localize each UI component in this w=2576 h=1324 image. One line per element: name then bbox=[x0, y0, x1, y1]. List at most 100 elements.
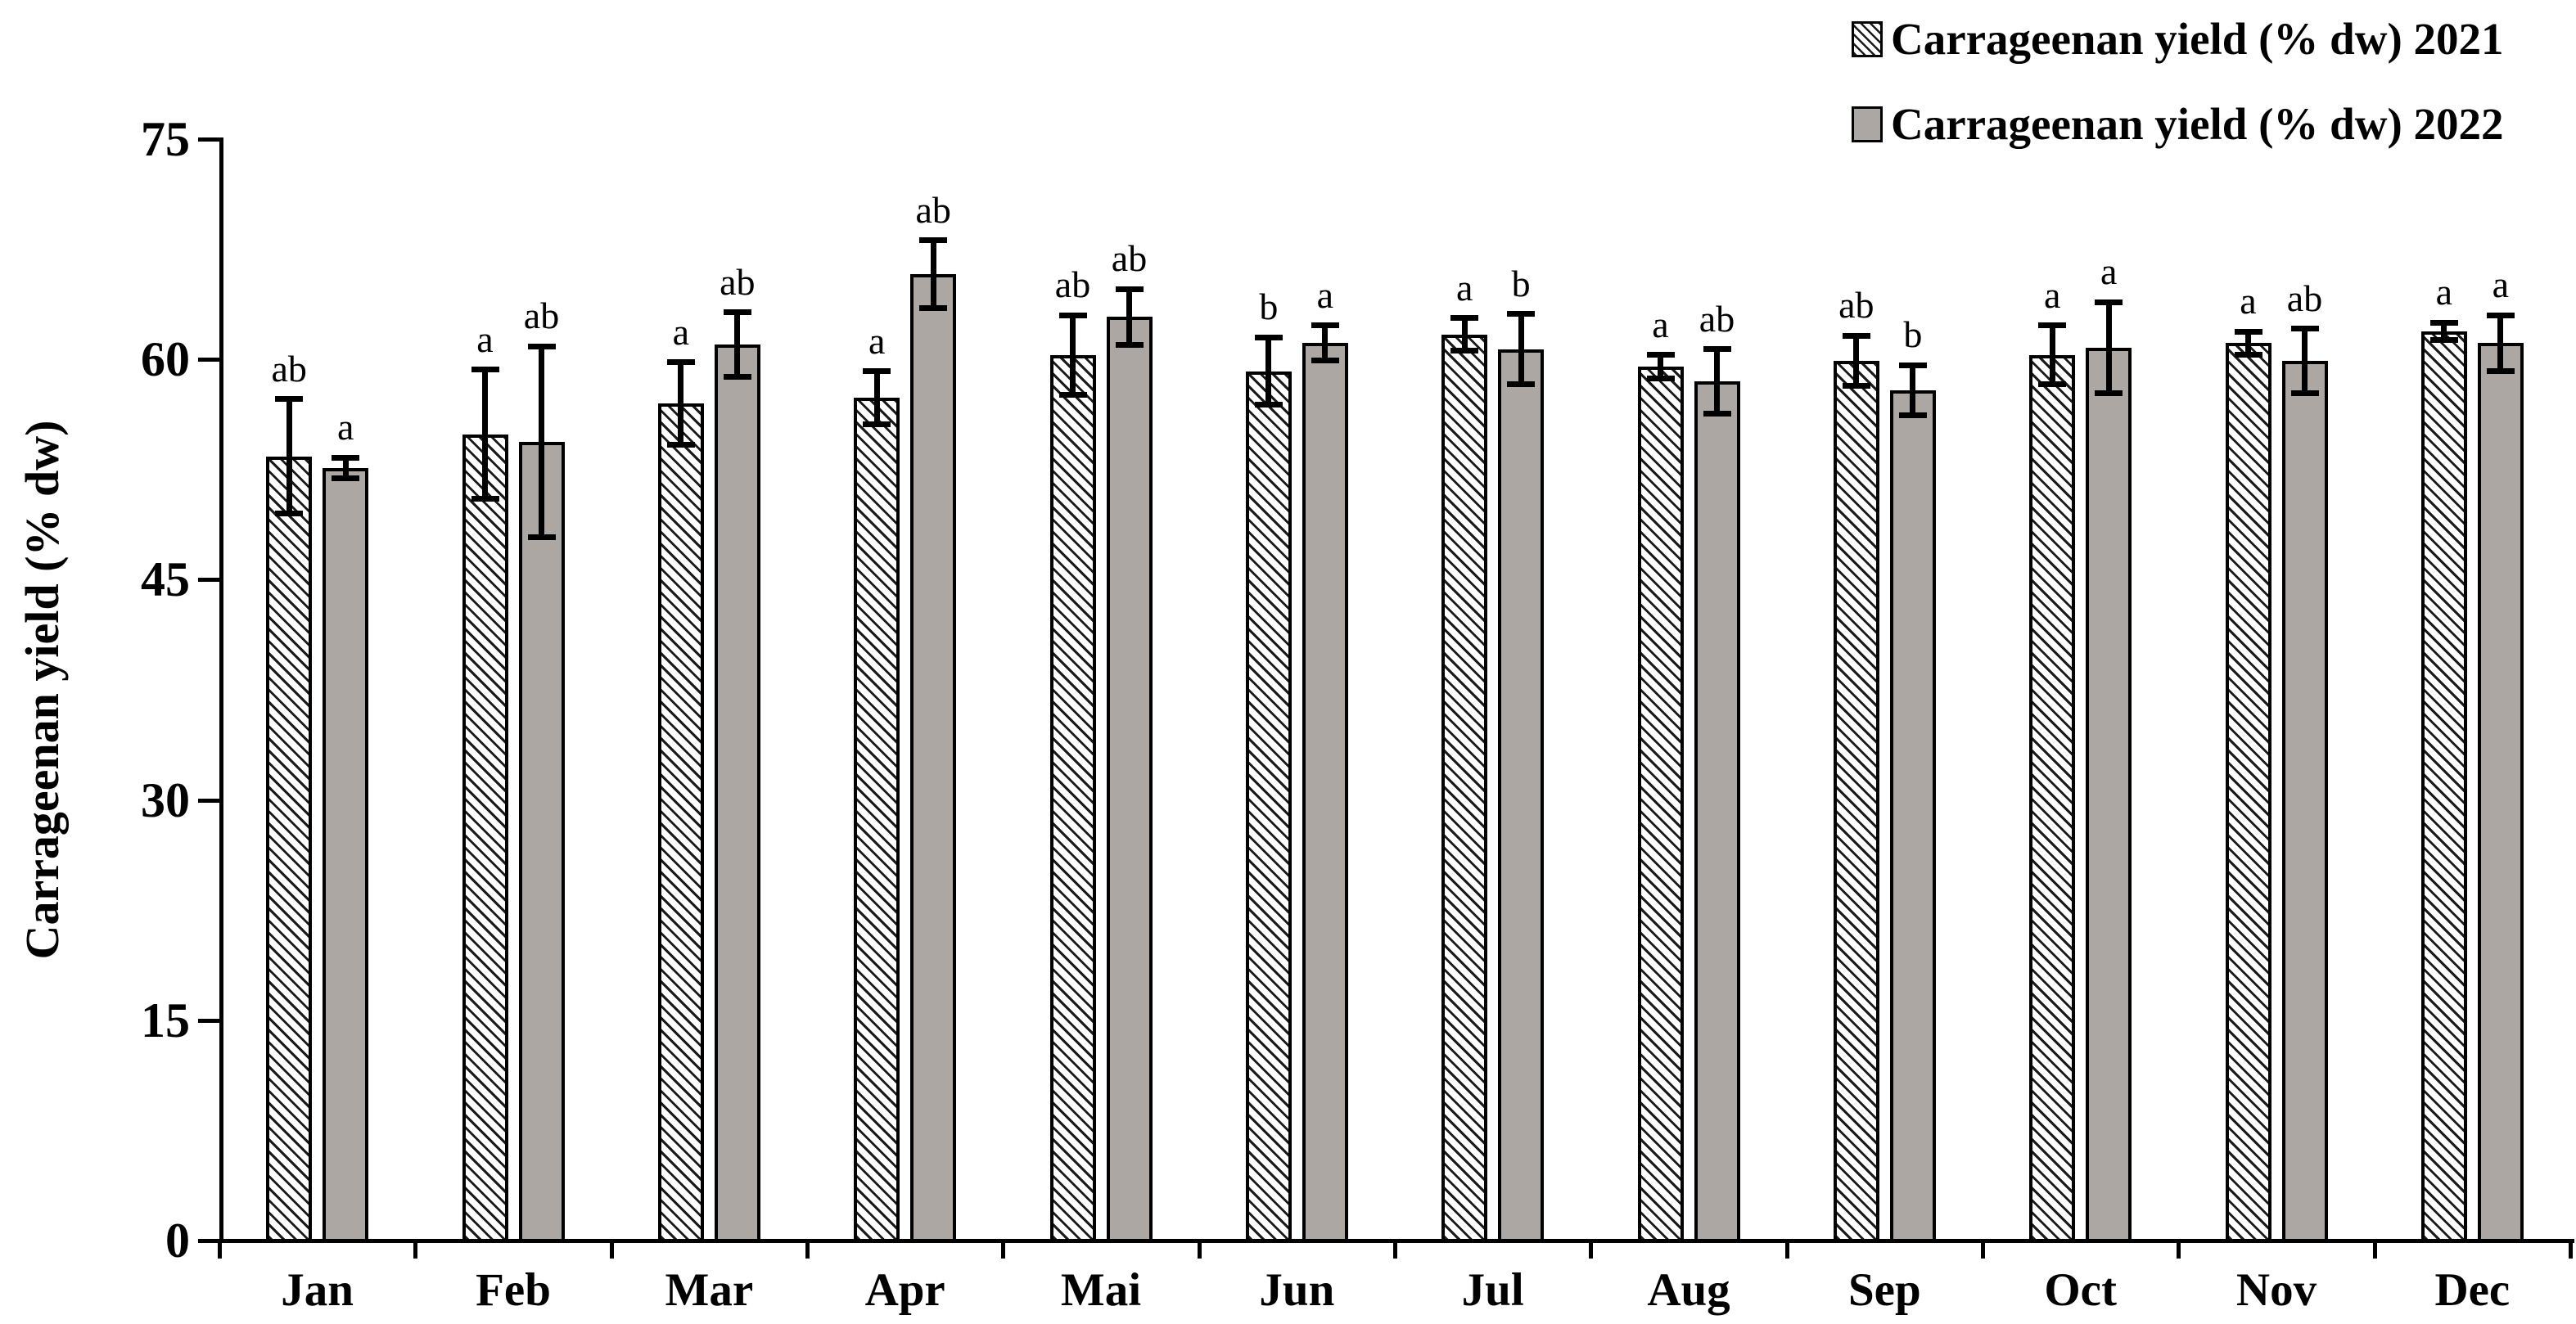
x-tick-9 bbox=[1981, 1241, 1985, 1259]
y-tick-label-15: 15 bbox=[141, 993, 190, 1047]
error-bar-2021-Sep bbox=[1853, 336, 1860, 386]
sig-letter-2022-Oct: a bbox=[2100, 250, 2118, 293]
error-bar-2021-Nov bbox=[2245, 331, 2251, 355]
sig-letter-2021-Feb: a bbox=[476, 317, 494, 360]
bar-2022-Sep bbox=[1889, 390, 1936, 1242]
x-tick-label-Apr: Apr bbox=[864, 1264, 945, 1316]
bar-2021-Jun bbox=[1245, 371, 1292, 1242]
bar-2021-Mai bbox=[1049, 354, 1096, 1242]
error-cap-bottom-2021-Dec bbox=[2429, 337, 2458, 344]
sig-letter-2021-Jun: b bbox=[1259, 286, 1279, 328]
error-cap-top-2022-Aug bbox=[1703, 346, 1731, 353]
error-cap-top-2021-Nov bbox=[2234, 328, 2262, 335]
bar-2021-Apr bbox=[854, 397, 900, 1242]
error-cap-bottom-2021-Feb bbox=[471, 496, 499, 502]
error-cap-bottom-2021-Jun bbox=[1254, 402, 1283, 408]
x-tick-3 bbox=[805, 1241, 810, 1259]
error-cap-bottom-2022-Mar bbox=[723, 374, 751, 381]
error-cap-bottom-2021-Jan bbox=[275, 511, 304, 517]
x-tick-4 bbox=[1001, 1241, 1006, 1259]
error-cap-bottom-2022-Dec bbox=[2486, 368, 2515, 375]
error-bar-2021-Mai bbox=[1070, 315, 1076, 395]
error-cap-bottom-2022-Feb bbox=[527, 534, 556, 540]
bar-2022-Jul bbox=[1498, 349, 1545, 1242]
error-bar-2022-Mai bbox=[1126, 289, 1132, 345]
y-tick-45 bbox=[198, 578, 219, 583]
error-cap-bottom-2021-Mai bbox=[1058, 391, 1087, 398]
sig-letter-2021-Jan: ab bbox=[271, 347, 307, 390]
bar-2021-Aug bbox=[1637, 367, 1684, 1242]
error-cap-top-2021-Jul bbox=[1450, 315, 1479, 322]
sig-letter-2021-Apr: a bbox=[868, 319, 886, 362]
error-cap-top-2022-Nov bbox=[2290, 326, 2319, 331]
x-tick-6 bbox=[1393, 1241, 1397, 1259]
error-bar-2021-Oct bbox=[2049, 325, 2055, 385]
error-cap-bottom-2022-Jan bbox=[332, 475, 360, 482]
error-cap-bottom-2021-Mar bbox=[666, 441, 695, 448]
x-tick-label-Sep: Sep bbox=[1847, 1264, 1921, 1316]
bar-2021-Jul bbox=[1441, 334, 1488, 1242]
sig-letter-2022-Nov: ab bbox=[2286, 277, 2323, 319]
x-tick-label-Feb: Feb bbox=[476, 1264, 551, 1316]
error-cap-top-2022-Jan bbox=[332, 454, 360, 461]
bar-2021-Sep bbox=[1833, 360, 1879, 1242]
bar-2022-Jun bbox=[1302, 343, 1348, 1242]
bar-2021-Jan bbox=[266, 456, 313, 1242]
legend-swatch-gray-2022 bbox=[1852, 106, 1883, 142]
sig-letter-2022-Sep: b bbox=[1903, 313, 1923, 356]
error-cap-bottom-2022-Sep bbox=[1898, 412, 1927, 418]
x-tick-label-Aug: Aug bbox=[1647, 1264, 1730, 1316]
x-tick-label-Nov: Nov bbox=[2235, 1264, 2317, 1316]
error-cap-bottom-2022-Nov bbox=[2290, 390, 2319, 396]
error-cap-top-2022-Oct bbox=[2095, 299, 2123, 305]
error-cap-top-2022-Mar bbox=[723, 309, 751, 316]
error-cap-bottom-2022-Apr bbox=[919, 304, 948, 311]
sig-letter-2022-Mai: ab bbox=[1111, 237, 1148, 280]
error-cap-top-2022-Mai bbox=[1115, 286, 1144, 292]
error-cap-bottom-2022-Mai bbox=[1115, 341, 1144, 348]
error-cap-top-2021-Mar bbox=[666, 359, 695, 366]
sig-letter-2022-Apr: ab bbox=[915, 188, 951, 231]
y-tick-label-30: 30 bbox=[141, 772, 190, 827]
sig-letter-2022-Jul: b bbox=[1511, 262, 1531, 304]
x-tick-10 bbox=[2177, 1241, 2181, 1259]
error-cap-top-2021-Jan bbox=[275, 396, 304, 403]
error-bar-2022-Mar bbox=[734, 312, 741, 377]
error-bar-2022-Jan bbox=[342, 457, 349, 479]
error-cap-bottom-2021-Nov bbox=[2234, 352, 2262, 358]
y-tick-label-45: 45 bbox=[141, 552, 190, 607]
error-bar-2022-Nov bbox=[2302, 328, 2308, 394]
error-bar-2022-Jul bbox=[1518, 313, 1524, 385]
error-cap-bottom-2021-Apr bbox=[863, 421, 891, 427]
x-tick-label-Mar: Mar bbox=[665, 1264, 754, 1316]
y-tick-label-0: 0 bbox=[165, 1214, 190, 1268]
sig-letter-2022-Jun: a bbox=[1316, 273, 1334, 316]
bar-2021-Nov bbox=[2225, 343, 2271, 1242]
error-bar-2022-Sep bbox=[1910, 365, 1916, 416]
error-cap-top-2021-Sep bbox=[1842, 332, 1870, 339]
x-tick-label-Jan: Jan bbox=[281, 1264, 354, 1316]
bar-2022-Feb bbox=[518, 441, 565, 1242]
bar-2021-Dec bbox=[2420, 331, 2467, 1242]
bar-2022-Apr bbox=[910, 274, 957, 1242]
error-bar-2022-Feb bbox=[539, 346, 544, 538]
error-bar-2021-Apr bbox=[873, 371, 880, 425]
error-bar-2022-Apr bbox=[930, 240, 936, 308]
x-tick-8 bbox=[1784, 1241, 1789, 1259]
bar-2022-Mar bbox=[714, 345, 760, 1242]
x-tick-0 bbox=[218, 1241, 222, 1259]
error-cap-bottom-2022-Jun bbox=[1311, 358, 1339, 364]
error-cap-top-2022-Dec bbox=[2486, 312, 2515, 318]
error-bar-2021-Aug bbox=[1658, 354, 1663, 379]
error-cap-bottom-2021-Aug bbox=[1646, 376, 1675, 382]
legend-item-2021: Carrageenan yield (% dw) 2021 bbox=[1852, 16, 2504, 61]
sig-letter-2021-Sep: ab bbox=[1838, 284, 1874, 326]
legend-item-2022: Carrageenan yield (% dw) 2022 bbox=[1852, 101, 2504, 146]
error-cap-top-2021-Aug bbox=[1646, 352, 1675, 358]
sig-letter-2022-Mar: ab bbox=[720, 260, 756, 303]
error-bar-2021-Jul bbox=[1461, 317, 1468, 351]
x-tick-2 bbox=[609, 1241, 614, 1259]
error-cap-top-2021-Oct bbox=[2038, 322, 2067, 329]
sig-letter-2021-Jul: a bbox=[1455, 266, 1473, 308]
bar-2021-Mar bbox=[657, 403, 704, 1242]
